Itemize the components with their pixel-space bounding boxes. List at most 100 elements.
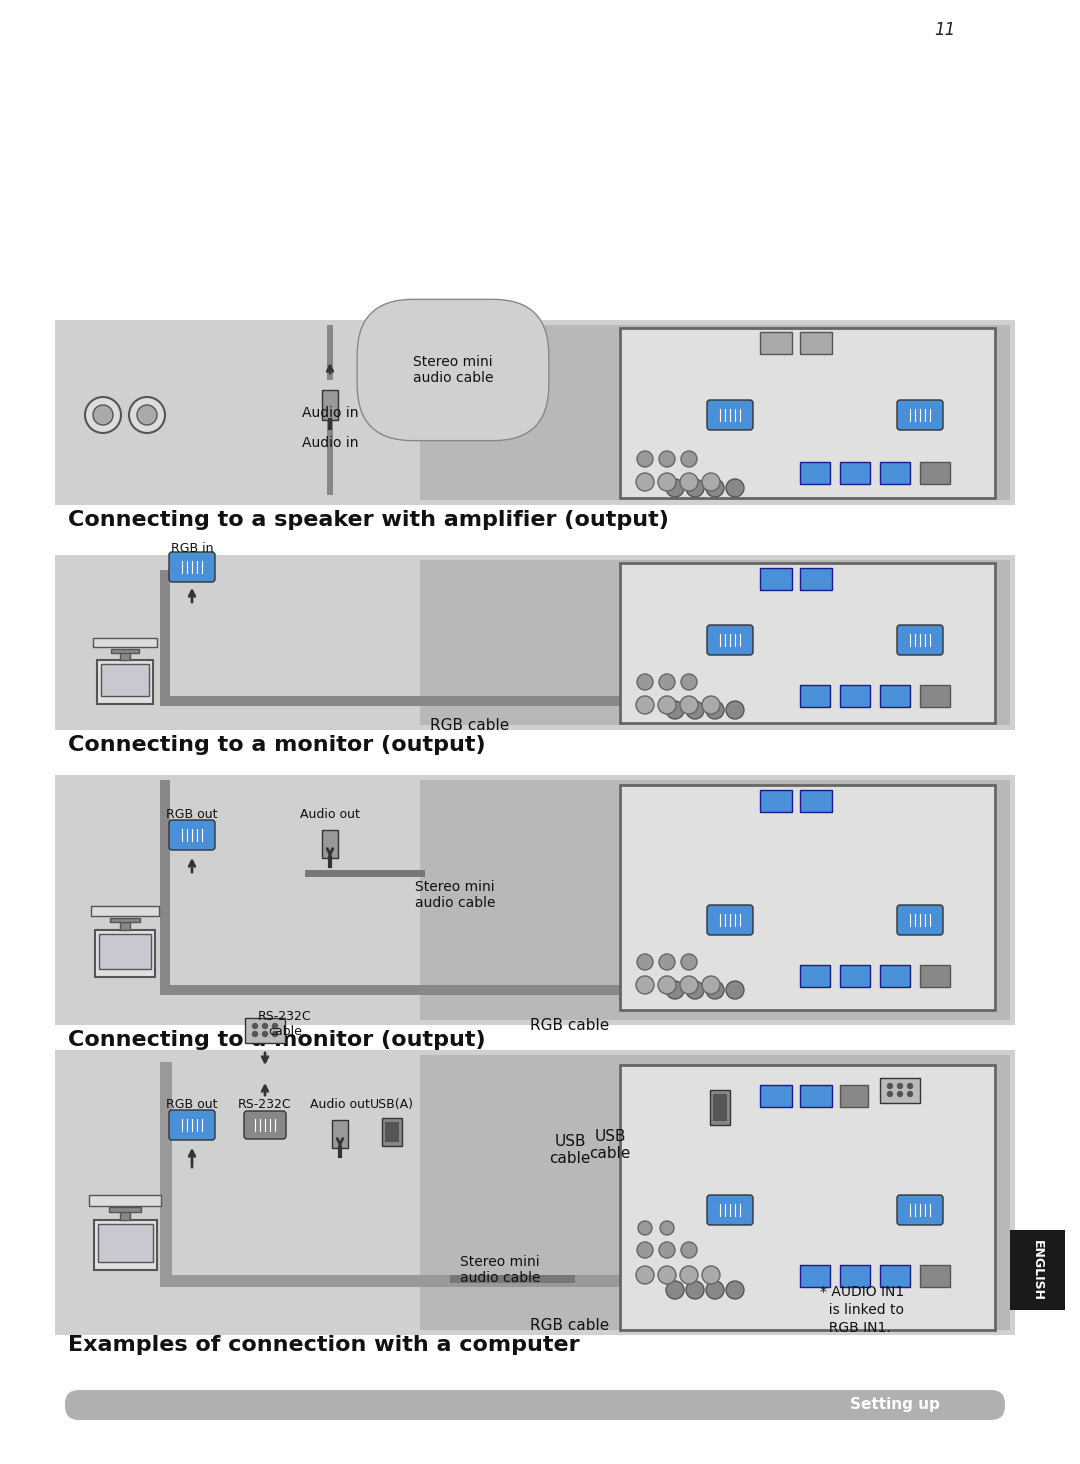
Text: RS-232C
cable: RS-232C cable xyxy=(258,1010,312,1038)
Circle shape xyxy=(658,473,676,490)
Text: Setting up: Setting up xyxy=(850,1397,940,1411)
FancyBboxPatch shape xyxy=(707,625,753,654)
Text: ENGLISH: ENGLISH xyxy=(1030,1240,1043,1300)
Circle shape xyxy=(262,1023,268,1029)
FancyBboxPatch shape xyxy=(168,820,215,851)
Bar xyxy=(920,965,950,987)
Bar xyxy=(160,1061,172,1287)
FancyBboxPatch shape xyxy=(707,400,753,430)
Circle shape xyxy=(658,976,676,994)
Bar xyxy=(620,328,995,498)
Circle shape xyxy=(659,673,675,690)
Circle shape xyxy=(686,701,704,719)
Bar xyxy=(322,389,338,420)
Circle shape xyxy=(681,1241,697,1258)
Circle shape xyxy=(659,451,675,467)
Bar xyxy=(327,389,333,495)
Bar xyxy=(880,965,910,987)
Bar xyxy=(384,1121,399,1142)
FancyBboxPatch shape xyxy=(65,1389,1005,1420)
Circle shape xyxy=(666,1281,684,1299)
Text: Audio out: Audio out xyxy=(310,1098,370,1111)
Bar xyxy=(109,1208,141,1212)
FancyBboxPatch shape xyxy=(168,552,215,583)
Circle shape xyxy=(637,451,653,467)
Bar xyxy=(840,1265,870,1287)
Bar xyxy=(760,1085,792,1107)
Bar xyxy=(840,685,870,707)
Circle shape xyxy=(666,981,684,998)
Bar xyxy=(620,564,995,723)
Bar xyxy=(800,685,831,707)
Bar xyxy=(160,695,810,706)
Bar xyxy=(95,930,154,976)
Bar xyxy=(160,985,810,996)
Bar xyxy=(327,325,333,381)
Text: Stereo mini
audio cable: Stereo mini audio cable xyxy=(460,1255,540,1285)
Bar xyxy=(89,1195,161,1205)
Bar xyxy=(800,332,832,354)
FancyBboxPatch shape xyxy=(897,1195,943,1225)
Bar xyxy=(840,1085,868,1107)
Circle shape xyxy=(888,1083,892,1089)
Circle shape xyxy=(702,1266,720,1284)
Circle shape xyxy=(706,1281,724,1299)
Circle shape xyxy=(681,451,697,467)
Circle shape xyxy=(93,406,113,425)
Bar xyxy=(97,660,153,704)
Circle shape xyxy=(272,1023,278,1029)
Bar xyxy=(880,463,910,485)
Circle shape xyxy=(907,1083,913,1089)
Bar xyxy=(55,1050,1015,1335)
Bar xyxy=(110,649,139,653)
Bar xyxy=(94,1220,157,1269)
Text: Stereo mini
audio cable: Stereo mini audio cable xyxy=(413,354,494,385)
Bar xyxy=(91,906,159,916)
Bar xyxy=(55,774,1015,1025)
Circle shape xyxy=(680,1266,698,1284)
Circle shape xyxy=(686,1281,704,1299)
Bar xyxy=(120,1211,130,1220)
Circle shape xyxy=(680,695,698,714)
Circle shape xyxy=(637,1241,653,1258)
Circle shape xyxy=(702,695,720,714)
FancyBboxPatch shape xyxy=(707,1195,753,1225)
Bar xyxy=(760,332,792,354)
Bar xyxy=(920,1275,928,1325)
Bar xyxy=(805,1275,813,1325)
Circle shape xyxy=(706,981,724,998)
Bar xyxy=(93,638,157,647)
Text: Stereo mini
audio cable: Stereo mini audio cable xyxy=(415,880,496,911)
Circle shape xyxy=(637,955,653,971)
Bar xyxy=(760,568,792,590)
Circle shape xyxy=(137,406,157,425)
Circle shape xyxy=(637,673,653,690)
Bar xyxy=(1010,1230,1065,1310)
FancyBboxPatch shape xyxy=(897,905,943,935)
Bar xyxy=(800,1085,832,1107)
Circle shape xyxy=(706,479,724,496)
Text: RGB cable: RGB cable xyxy=(530,1017,609,1032)
Circle shape xyxy=(726,1281,744,1299)
FancyBboxPatch shape xyxy=(897,400,943,430)
Bar xyxy=(800,568,832,590)
Bar xyxy=(920,1265,950,1287)
Text: 11: 11 xyxy=(934,20,956,40)
FancyBboxPatch shape xyxy=(707,905,753,935)
Circle shape xyxy=(686,981,704,998)
Text: Audio in: Audio in xyxy=(301,406,359,420)
Circle shape xyxy=(129,397,165,433)
Circle shape xyxy=(726,981,744,998)
Circle shape xyxy=(658,695,676,714)
Circle shape xyxy=(680,976,698,994)
Circle shape xyxy=(686,479,704,496)
Circle shape xyxy=(680,473,698,490)
Circle shape xyxy=(907,1092,913,1097)
Bar xyxy=(760,791,792,813)
Text: Examples of connection with a computer: Examples of connection with a computer xyxy=(68,1335,580,1356)
Bar xyxy=(800,463,831,485)
Bar xyxy=(920,463,950,485)
Text: RGB cable: RGB cable xyxy=(430,717,510,732)
Bar xyxy=(840,463,870,485)
Bar xyxy=(420,1056,1010,1329)
